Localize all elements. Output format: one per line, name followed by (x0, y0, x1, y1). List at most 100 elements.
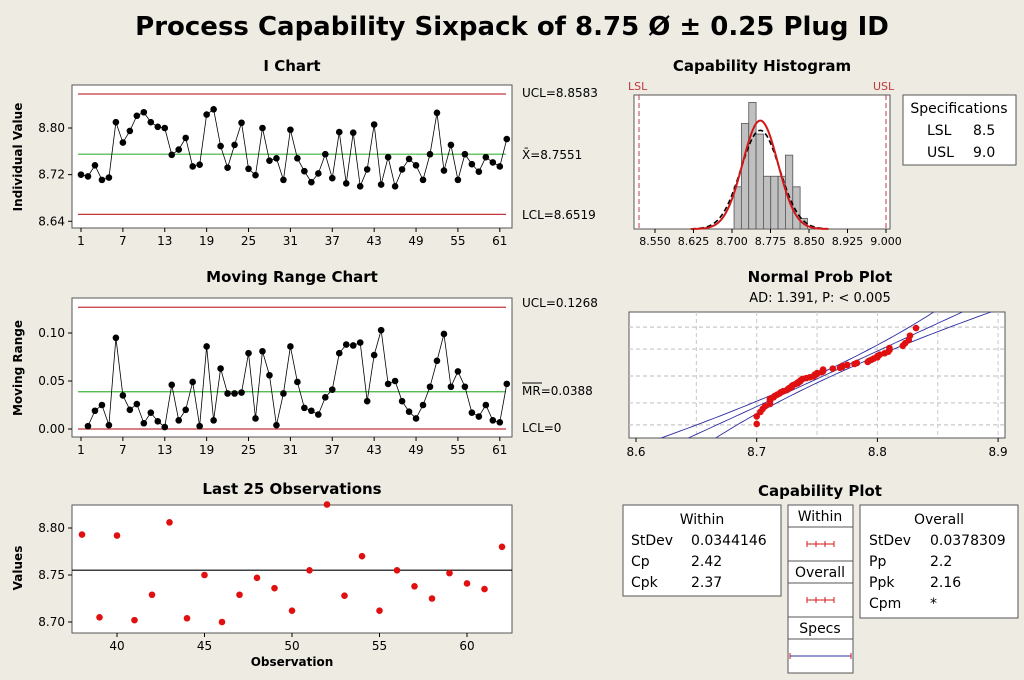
x-tick-label: 61 (492, 443, 507, 457)
mr-chart-plot-area (71, 297, 513, 438)
x-tick-label: 8.925 (832, 235, 864, 248)
data-point (306, 567, 313, 574)
i-chart-lcl-label: LCL=8.6519 (522, 208, 596, 222)
x-tick-label: 19 (199, 443, 214, 457)
data-point (236, 591, 243, 599)
data-point (84, 173, 92, 180)
x-tick-label: 8.6 (626, 445, 645, 459)
x-tick-label: 8.700 (716, 235, 748, 248)
overall-normal-curve (690, 129, 829, 230)
data-point (271, 584, 278, 592)
x-tick-label: 8.9 (989, 445, 1008, 459)
y-tick-label: 0.00 (38, 422, 65, 436)
data-point (147, 118, 155, 126)
data-point (412, 162, 420, 169)
last25-title: Last 25 Observations (202, 480, 381, 498)
overall-pp-key: Pp (869, 554, 886, 570)
data-point (231, 390, 238, 397)
data-point (376, 607, 383, 615)
data-point (370, 121, 378, 128)
data-point (912, 324, 920, 332)
data-point (411, 582, 418, 590)
specs-interval-glyph (789, 653, 852, 659)
data-point (245, 165, 252, 173)
x-tick-label: 37 (325, 234, 340, 248)
within-cp-key: Cp (631, 554, 650, 570)
data-point (196, 422, 203, 430)
histogram-bar (763, 175, 772, 230)
data-point (440, 330, 448, 338)
data-point (301, 167, 308, 175)
spec-usl-value: 9.0 (973, 145, 995, 161)
data-point (196, 161, 203, 169)
data-point (294, 378, 301, 386)
data-point (356, 339, 364, 346)
data-point (323, 501, 331, 508)
data-point (252, 171, 259, 179)
lsl-label: LSL (628, 80, 648, 93)
data-point (112, 118, 120, 126)
data-point (447, 141, 455, 149)
data-point (481, 585, 488, 593)
data-point (341, 592, 348, 599)
data-point (301, 404, 308, 412)
i-chart-center-label: X̄=8.7551 (522, 148, 582, 162)
within-normal-curve (690, 119, 829, 230)
histogram-bar (740, 123, 750, 230)
legend-specs-label: Specs (799, 621, 840, 637)
i-chart-title: I Chart (263, 57, 320, 75)
data-point (154, 123, 162, 131)
x-tick-label: 1 (77, 234, 85, 248)
x-tick-label: 43 (367, 234, 382, 248)
within-title: Within (680, 512, 725, 528)
y-tick-label: 8.70 (38, 615, 65, 629)
data-point (843, 361, 851, 369)
data-point (112, 334, 120, 342)
x-tick-label: 8.8 (868, 445, 887, 459)
x-tick-label: 8.775 (755, 235, 787, 248)
data-point (342, 341, 350, 348)
mr-chart-lcl-label: LCL=0 (522, 421, 561, 435)
data-point (238, 389, 245, 396)
y-tick-label: 0.05 (38, 374, 65, 388)
data-point (428, 595, 436, 602)
data-point (189, 378, 196, 386)
data-point (119, 139, 127, 146)
data-point (280, 390, 287, 397)
overall-cpm-key: Cpm (869, 596, 901, 612)
data-point (238, 119, 245, 127)
data-point (175, 146, 183, 153)
data-point (182, 406, 189, 414)
data-point (126, 406, 134, 414)
data-point (224, 164, 231, 171)
data-point (454, 368, 462, 375)
data-point (419, 401, 427, 409)
data-point (98, 401, 106, 409)
overall-stdev-value: 0.0378309 (930, 533, 1006, 549)
data-point (280, 176, 287, 184)
data-point (113, 532, 121, 539)
data-point (133, 400, 141, 408)
within-stats-box (622, 504, 782, 597)
histogram-bar (748, 102, 757, 230)
mr-chart-title: Moving Range Chart (206, 268, 378, 286)
data-point (393, 567, 401, 574)
data-point (482, 153, 490, 161)
data-point (126, 127, 134, 135)
data-point (349, 129, 357, 136)
data-point (253, 574, 261, 582)
y-tick-label: 8.80 (38, 121, 65, 135)
overall-pp-value: 2.2 (930, 554, 952, 570)
data-point (503, 380, 511, 388)
x-tick-label: 13 (157, 234, 172, 248)
data-point (168, 151, 176, 159)
x-tick-label: 37 (325, 443, 340, 457)
data-point (78, 531, 86, 538)
data-point (217, 142, 224, 150)
data-point (489, 159, 497, 166)
capability-histogram: Capability Histogram LSL USL 8.550 8.625 8… (628, 57, 1017, 248)
data-point (183, 614, 191, 622)
data-point (349, 342, 357, 349)
x-tick-label: 8.550 (639, 235, 671, 248)
x-tick-label: 8.7 (747, 445, 766, 459)
